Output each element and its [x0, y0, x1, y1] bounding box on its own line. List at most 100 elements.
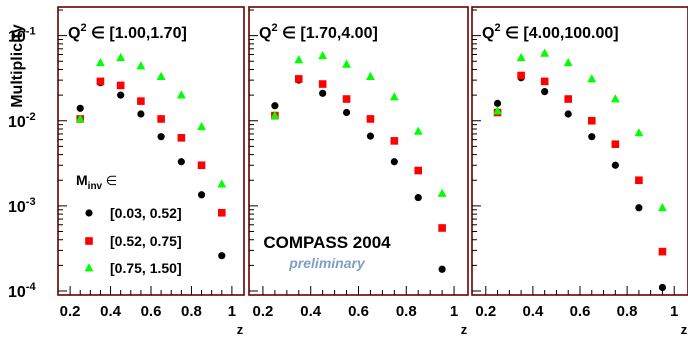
panel-1: 0.2 0.4 0.6 0.8 1z Q2 ∈ [1.00,1.70]: [57, 6, 245, 337]
preliminary-label: preliminary: [288, 255, 366, 271]
y-tick-label: 10-3: [8, 196, 36, 216]
marker-square: [540, 77, 549, 86]
x-tick-label: 1: [670, 303, 678, 320]
marker-circle: [342, 108, 351, 117]
x-tick-label: 0.6: [348, 303, 369, 320]
marker-triangle: [217, 179, 227, 188]
legend-entry-label: [0.75, 1.50]: [110, 260, 182, 276]
legend-entry-label: [0.52, 0.75]: [110, 233, 182, 249]
x-axis-label: z: [237, 322, 244, 337]
marker-triangle: [197, 121, 206, 131]
marker-circle: [658, 283, 667, 292]
x-tick-label: 0.2: [253, 303, 274, 320]
marker-circle: [390, 158, 398, 166]
marker-triangle: [270, 110, 280, 119]
marker-square: [414, 166, 423, 175]
x-tick-label: 0.2: [475, 303, 496, 320]
y-axis-tick-labels: 10-1 10-2 10-3 10-4: [8, 26, 36, 301]
marker-triangle: [176, 90, 186, 99]
marker-triangle: [634, 128, 644, 137]
marker-circle: [137, 110, 145, 118]
marker-square: [438, 224, 446, 232]
panel-frame: [57, 6, 245, 296]
marker-triangle: [493, 106, 502, 115]
marker-circle: [438, 265, 446, 273]
marker-triangle: [366, 71, 375, 81]
x-tick-label: 0.8: [181, 303, 202, 320]
marker-triangle: [75, 114, 85, 123]
legend-entry-label: [0.03, 0.52]: [110, 205, 182, 221]
x-tick-label: 0.8: [396, 303, 417, 320]
marker-circle: [588, 133, 596, 141]
marker-circle: [76, 104, 84, 112]
marker-triangle: [136, 61, 146, 70]
y-tick-label: 10-4: [8, 281, 36, 301]
x-axis-label: z: [681, 322, 688, 337]
legend-heading: Minv ∈: [76, 172, 117, 192]
marker-triangle: [413, 126, 423, 135]
y-tick-label: 10-1: [8, 26, 36, 46]
marker-circle: [611, 161, 619, 169]
marker-triangle: [587, 74, 597, 83]
marker-triangle: [516, 52, 526, 62]
x-tick-label: 0.4: [522, 303, 544, 320]
panel-3: 0.2 0.4 0.6 0.8 1z Q2 ∈ [4.00,100.00]: [471, 6, 688, 337]
marker-square: [294, 75, 303, 83]
marker-triangle: [294, 55, 304, 64]
marker-triangle: [389, 92, 399, 101]
marker-square: [157, 115, 165, 123]
marker-triangle: [342, 59, 351, 68]
legend-marker-square: [85, 237, 93, 245]
marker-circle: [197, 191, 206, 199]
x-tick-label: 0.4: [100, 303, 122, 320]
marker-triangle: [563, 57, 573, 67]
panel-frame: [471, 6, 688, 296]
marker-circle: [157, 133, 165, 141]
marker-circle: [271, 102, 279, 110]
panel-title: Q2 ∈ [1.00,1.70]: [68, 22, 187, 42]
marker-triangle: [116, 52, 126, 62]
marker-triangle: [540, 48, 550, 57]
marker-triangle: [658, 202, 667, 212]
marker-square: [390, 137, 399, 145]
x-tick-label: 0.8: [617, 303, 638, 320]
marker-circle: [541, 88, 549, 96]
marker-triangle: [437, 188, 447, 197]
x-tick-label: 1: [228, 303, 236, 320]
marker-square: [318, 80, 327, 88]
marker-square: [658, 247, 667, 256]
y-axis-label: Multiplicity: [9, 24, 26, 108]
marker-triangle: [96, 57, 105, 67]
marker-circle: [493, 99, 502, 107]
marker-triangle: [318, 50, 328, 60]
y-tick-label: 10-2: [8, 111, 36, 131]
marker-square: [137, 97, 145, 105]
marker-square: [517, 71, 525, 80]
marker-square: [197, 161, 206, 170]
marker-square: [342, 95, 351, 103]
marker-circle: [319, 89, 327, 97]
x-tick-label: 1: [450, 303, 458, 320]
x-tick-label: 0.4: [300, 303, 322, 320]
marker-circle: [635, 204, 643, 212]
legend-marker-circle: [85, 209, 93, 217]
marker-square: [635, 176, 643, 185]
marker-square: [366, 115, 375, 123]
marker-circle: [117, 91, 125, 99]
marker-circle: [414, 194, 422, 202]
marker-square: [587, 116, 596, 125]
marker-square: [611, 140, 620, 149]
legend-marker-triangle: [84, 263, 94, 272]
marker-circle: [177, 158, 185, 166]
legend: Minv ∈ [0.03, 0.52] [0.52, 0.75] [0.75, 1.5…: [76, 172, 182, 276]
x-tick-label: 0.6: [570, 303, 591, 320]
marker-circle: [366, 132, 375, 140]
x-tick-label: 0.6: [141, 303, 162, 320]
marker-square: [177, 134, 186, 142]
panel-2: 0.2 0.4 0.6 0.8 1z Q2 ∈ [1.70,4.00]: [248, 6, 469, 337]
panel-title: Q2 ∈ [4.00,100.00]: [482, 22, 619, 42]
marker-circle: [564, 110, 572, 118]
x-tick-label: 0.2: [60, 303, 81, 320]
